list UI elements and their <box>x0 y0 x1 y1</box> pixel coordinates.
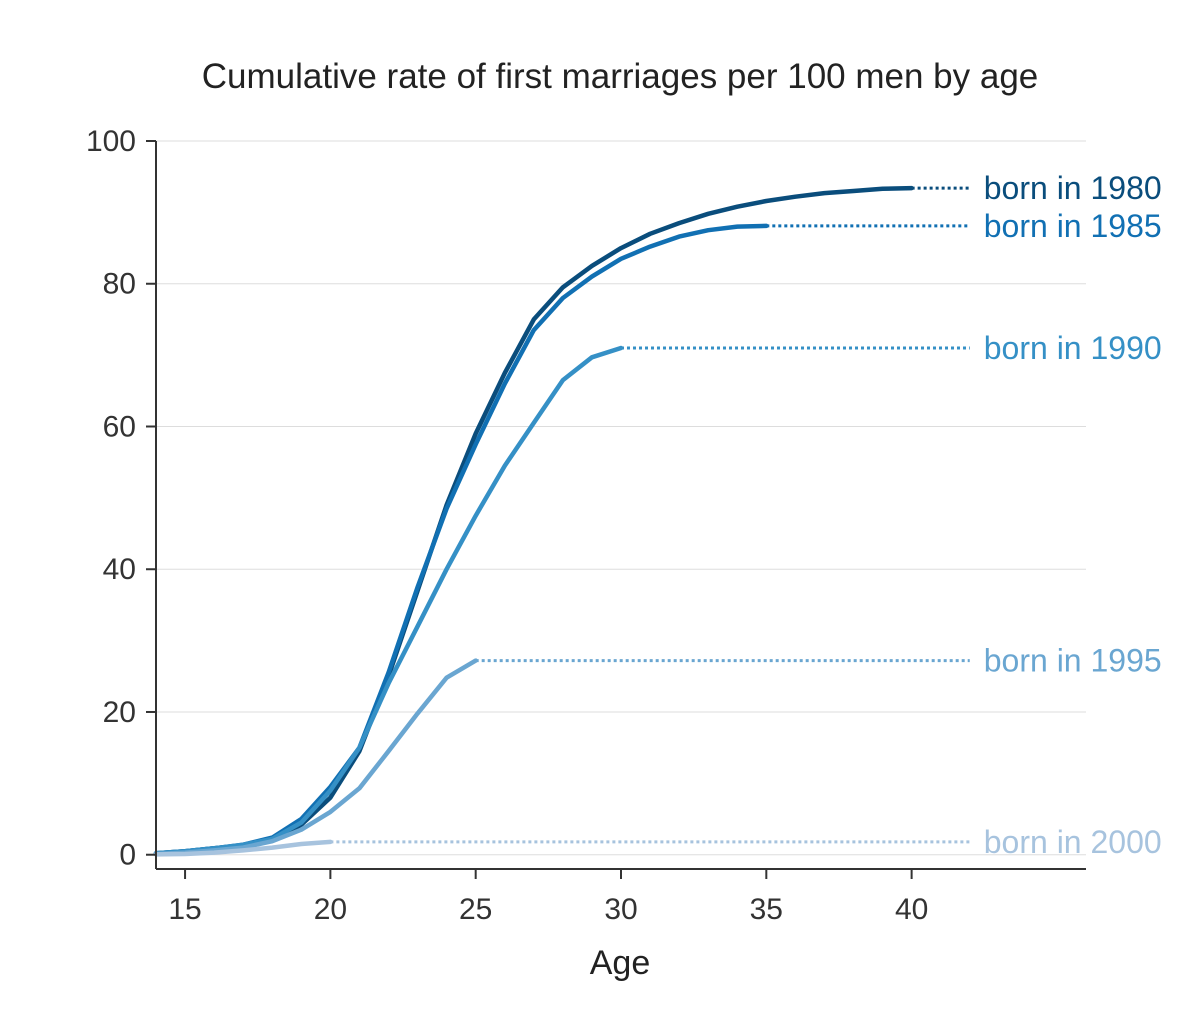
y-tick-label-80: 80 <box>103 268 136 301</box>
series-line-born-in-1990 <box>153 345 624 856</box>
series-layer <box>153 185 914 857</box>
x-tick-label-20: 20 <box>314 893 347 926</box>
series-line-born-in-1995 <box>153 658 478 857</box>
x-tick-label-35: 35 <box>750 893 783 926</box>
series-label-born-in-1980: born in 1980 <box>984 170 1162 206</box>
series-line-born-in-2000 <box>153 839 333 857</box>
grid-layer <box>156 140 1086 856</box>
y-tick-label-100: 100 <box>86 125 136 158</box>
y-tick-label-60: 60 <box>103 410 136 443</box>
y-tick-layer: 0 20 40 60 80 100 <box>86 125 156 872</box>
y-tick-label-40: 40 <box>103 553 136 586</box>
x-axis-label: Age <box>590 944 651 982</box>
series-label-born-in-2000: born in 2000 <box>984 824 1162 860</box>
extension-layer <box>330 186 970 844</box>
x-tick-label-15: 15 <box>168 893 201 926</box>
x-tick-label-40: 40 <box>895 893 928 926</box>
x-tick-label-30: 30 <box>604 893 637 926</box>
series-label-born-in-1995: born in 1995 <box>984 643 1162 679</box>
y-tick-label-0: 0 <box>119 839 136 872</box>
series-label-born-in-1985: born in 1985 <box>984 208 1162 244</box>
series-label-born-in-1990: born in 1990 <box>984 330 1162 366</box>
y-tick-label-20: 20 <box>103 696 136 729</box>
chart-title: Cumulative rate of first marriages per 1… <box>202 57 1039 96</box>
x-tick-label-25: 25 <box>459 893 492 926</box>
x-tick-layer: 15 20 25 30 35 40 <box>168 869 928 926</box>
series-line-born-in-1980 <box>153 185 914 856</box>
